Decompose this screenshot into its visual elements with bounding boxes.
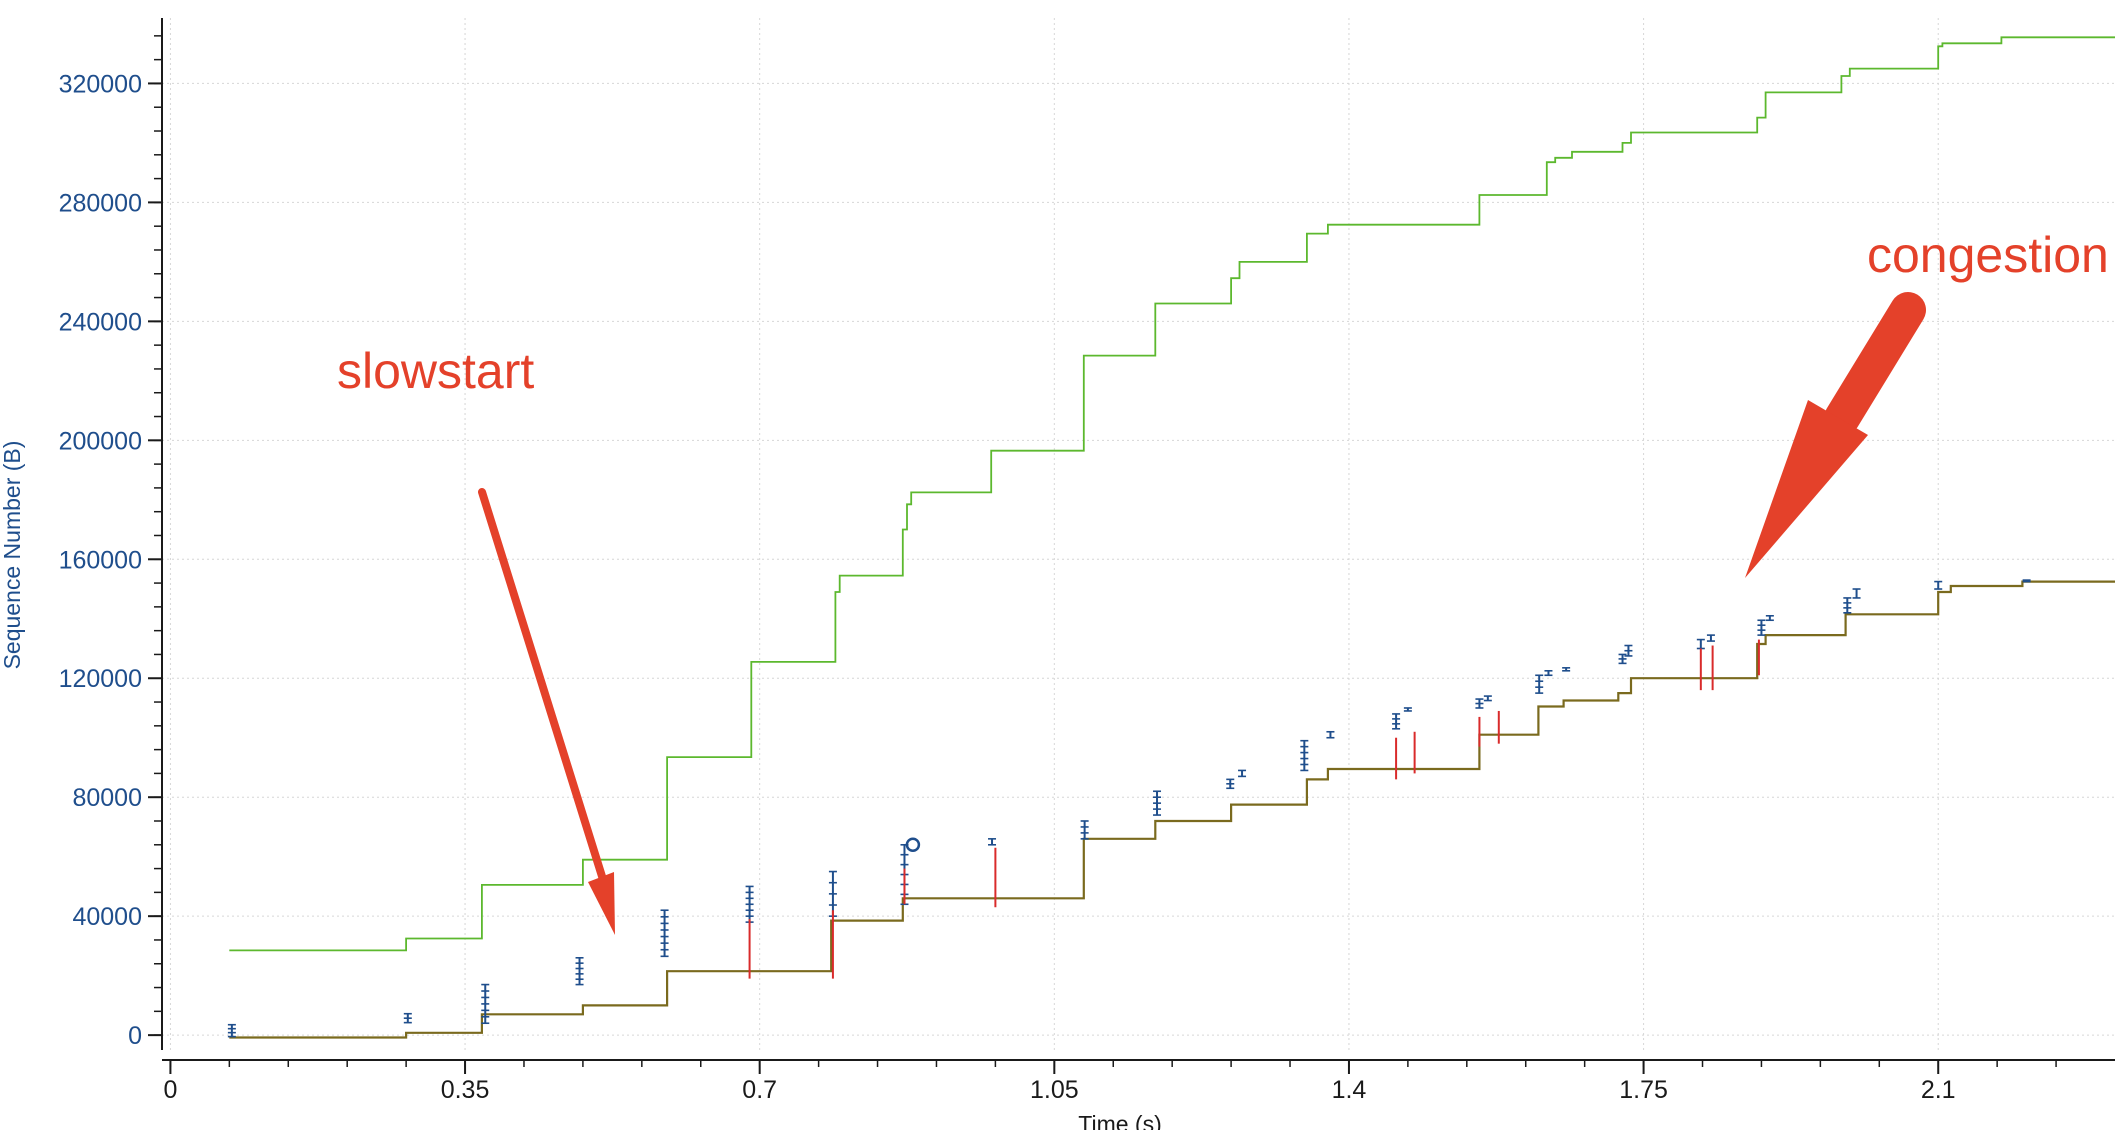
x-tick-label: 2.1 xyxy=(1921,1076,1956,1104)
x-tick-label: 1.05 xyxy=(1030,1076,1079,1104)
x-tick-label: 1.75 xyxy=(1619,1076,1668,1104)
congestion-arrow xyxy=(1824,292,1926,436)
y-tick-label: 40000 xyxy=(72,903,142,931)
x-tick-label: 0.7 xyxy=(742,1076,777,1104)
x-tick-label: 1.4 xyxy=(1332,1076,1367,1104)
slowstart-arrowhead xyxy=(588,872,615,935)
annotations: slowstart congestion Time (s) Sequence N… xyxy=(0,227,2109,1130)
y-tick-label: 240000 xyxy=(59,308,142,336)
y-tick-label: 320000 xyxy=(59,70,142,98)
plot-series xyxy=(227,36,2115,1039)
y-tick-label: 160000 xyxy=(59,546,142,574)
x-axis-title: Time (s) xyxy=(1078,1111,1161,1130)
slowstart-label: slowstart xyxy=(337,343,534,399)
axes: 0 0.35 0.7 1.05 1.4 1.75 2.1 0 40000 80000 120000 1… xyxy=(59,18,2115,1104)
x-tick-label: 0 xyxy=(163,1076,177,1104)
selected-packet-marker xyxy=(905,837,921,853)
y-tick-label: 200000 xyxy=(59,427,142,455)
y-axis-title: Sequence Number (B) xyxy=(0,441,25,670)
slowstart-arrow xyxy=(478,488,614,906)
gridlines xyxy=(162,18,2115,1050)
receive-window-line xyxy=(229,36,2115,952)
ack-line xyxy=(229,580,2115,1039)
y-tick-label: 0 xyxy=(128,1022,142,1050)
y-tick-label: 80000 xyxy=(72,784,142,812)
congestion-label: congestion xyxy=(1867,227,2109,283)
y-tick-label: 280000 xyxy=(59,189,142,217)
congestion-arrowhead xyxy=(1745,400,1868,578)
x-tick-label: 0.35 xyxy=(441,1076,490,1104)
y-tick-label: 120000 xyxy=(59,665,142,693)
